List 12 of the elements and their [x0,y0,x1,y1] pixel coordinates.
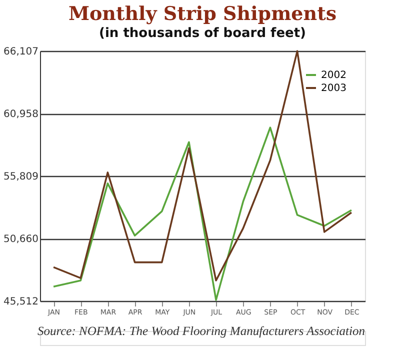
line-series [52,126,352,301]
legend-label: 2002 [321,70,346,81]
y-tick-label: 50,660 [4,234,38,246]
y-tick-label: 55,809 [4,172,38,183]
line-series [52,50,352,282]
source-note: Source: NOFMA: The Wood Flooring Manufacturers Association [37,324,365,338]
legend-label: 2003 [321,83,346,94]
chart-title: Monthly Strip Shipments [68,3,337,25]
y-tick-label: 45,512 [4,296,38,308]
y-tick-label: 66,107 [4,46,38,58]
y-tick-label: 60,958 [4,109,38,120]
chart-subtitle: (in thousands of board feet) [99,26,306,41]
